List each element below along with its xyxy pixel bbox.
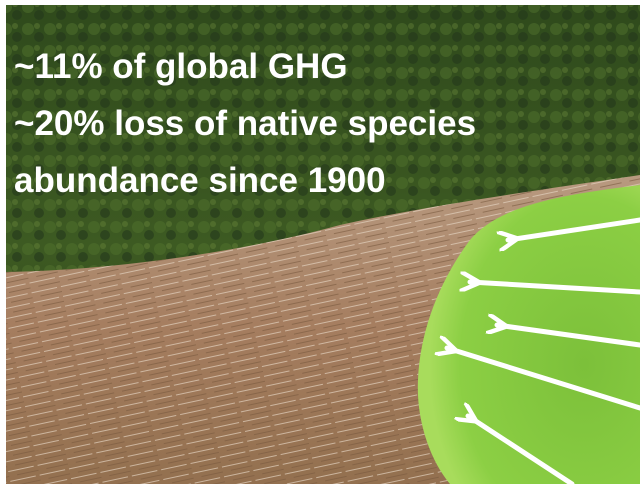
overlay-line: ~20% loss of native species [14,104,476,143]
overlay-line: ~11% of global GHG [14,47,348,86]
overlay-line: abundance since 1900 [14,161,386,200]
photo-slide: ~11% of global GHG ~20% loss of native s… [0,0,640,484]
page: ~11% of global GHG ~20% loss of native s… [0,0,640,484]
